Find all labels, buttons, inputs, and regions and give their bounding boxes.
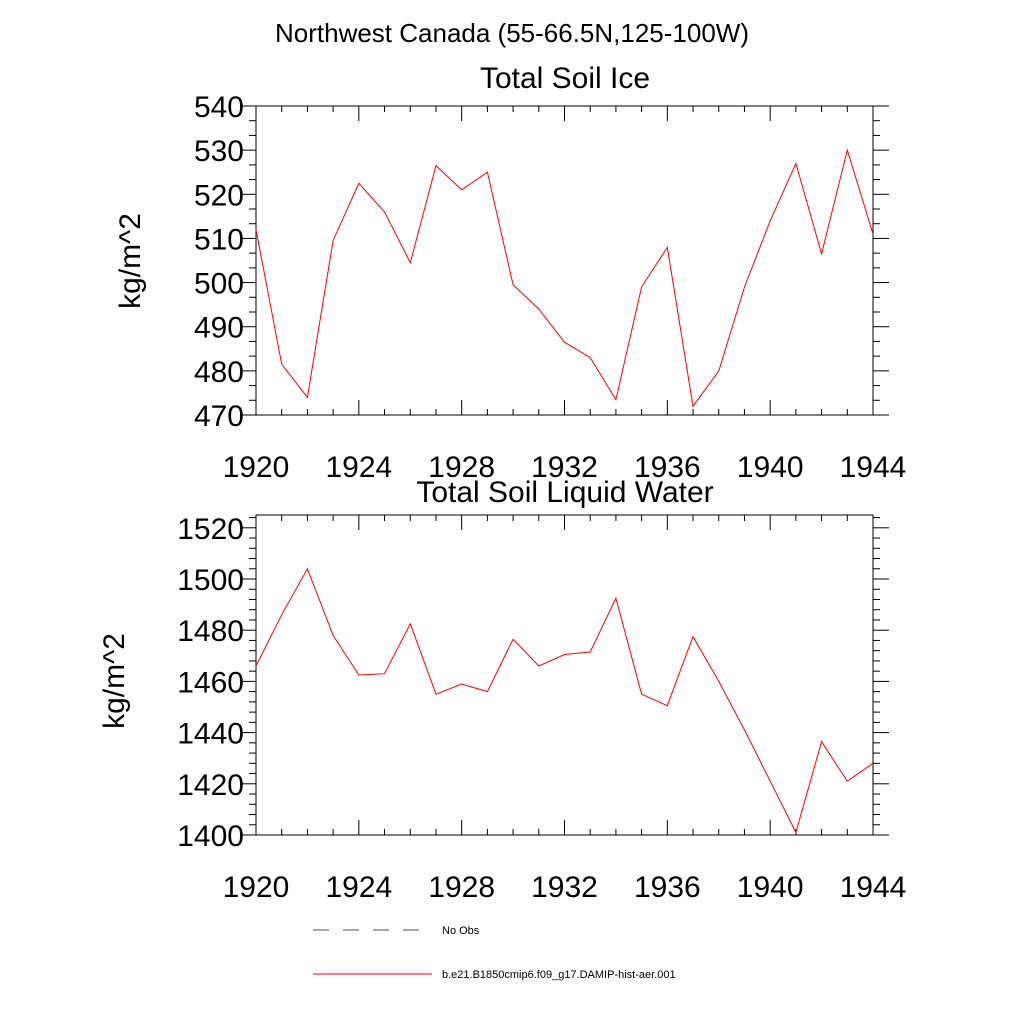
y-tick-label: 470 (194, 400, 244, 433)
x-tick-label: 1940 (737, 871, 804, 904)
y-tick-label: 1460 (177, 666, 244, 699)
legend-label-no-obs: No Obs (442, 925, 480, 937)
legend-label-model: b.e21.B1850cmip6.f09_g17.DAMIP-hist-aer.… (442, 969, 676, 981)
x-tick-label: 1932 (531, 451, 598, 484)
x-tick-label: 1944 (840, 871, 907, 904)
page-title: Northwest Canada (55-66.5N,125-100W) (275, 18, 749, 48)
x-tick-label: 1928 (428, 451, 495, 484)
series-line (255, 148, 874, 408)
x-tick-label: 1936 (634, 871, 701, 904)
panel-title-total-soil-ice: Total Soil Ice (480, 62, 650, 95)
x-tick-label: 1924 (325, 871, 392, 904)
y-tick-label: 540 (194, 91, 244, 124)
y-axis-label-total-soil-liquid-water: kg/m^2 (98, 633, 131, 729)
y-tick-label: 1500 (177, 564, 244, 597)
y-tick-label: 510 (194, 223, 244, 256)
x-tick-label: 1928 (428, 871, 495, 904)
x-tick-label: 1920 (223, 451, 290, 484)
y-tick-label: 530 (194, 135, 244, 168)
y-tick-label: 1520 (177, 513, 244, 546)
series-line (255, 567, 874, 834)
x-tick-label: 1920 (223, 871, 290, 904)
x-tick-label: 1940 (737, 451, 804, 484)
plot-frame (255, 105, 874, 416)
y-tick-label: 1440 (177, 718, 244, 751)
y-tick-label: 1400 (177, 820, 244, 853)
panel-total-soil-liquid-water: Total Soil Liquid Water kg/m^2 1920 1924 1… (98, 476, 906, 904)
y-tick-label: 520 (194, 179, 244, 212)
x-tick-label: 1924 (325, 451, 392, 484)
panel-total-soil-ice: Total Soil Ice kg/m^2 1920 1924 1928 1932 19… (114, 62, 906, 484)
plot-frame (255, 514, 874, 836)
x-tick-label: 1932 (531, 871, 598, 904)
y-tick-label: 490 (194, 312, 244, 345)
panel-title-total-soil-liquid-water: Total Soil Liquid Water (416, 476, 713, 509)
y-axis-label-total-soil-ice: kg/m^2 (114, 213, 147, 309)
y-tick-label: 500 (194, 268, 244, 301)
y-tick-label: 480 (194, 356, 244, 389)
y-tick-label: 1480 (177, 615, 244, 648)
legend: No Obs b.e21.B1850cmip6.f09_g17.DAMIP-hi… (313, 925, 676, 981)
x-tick-label: 1944 (840, 451, 907, 484)
y-tick-label: 1420 (177, 769, 244, 802)
x-tick-label: 1936 (634, 451, 701, 484)
